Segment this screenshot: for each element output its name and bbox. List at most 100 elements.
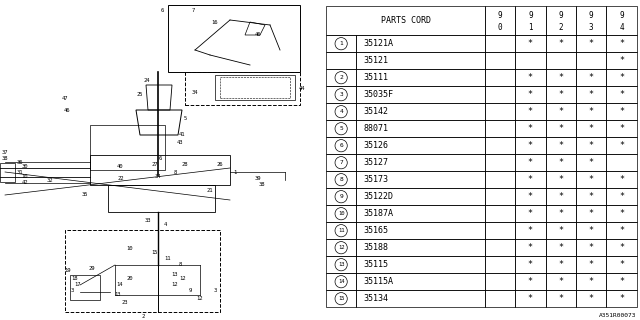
Bar [356,69,484,86]
Text: *: * [589,175,594,184]
Text: 16: 16 [212,20,218,25]
Text: 24: 24 [144,77,150,83]
Text: 21: 21 [207,188,213,193]
Bar [484,103,515,120]
Text: 20: 20 [127,276,133,281]
Text: 9: 9 [528,11,532,20]
Bar [576,35,606,52]
Text: 4: 4 [620,23,624,32]
Bar [545,120,576,137]
Text: 5: 5 [339,126,343,131]
Bar [515,6,545,35]
Text: 46: 46 [255,33,261,37]
Text: 12: 12 [172,283,179,287]
Bar [515,290,545,307]
Text: 1: 1 [339,41,343,46]
Text: 35127: 35127 [364,158,388,167]
Text: *: * [589,73,594,82]
Text: A351R00073: A351R00073 [599,313,637,318]
Bar [356,171,484,188]
Text: 9: 9 [339,194,343,199]
Bar [606,188,637,205]
Text: *: * [558,73,563,82]
Bar [484,120,515,137]
Text: *: * [558,277,563,286]
Text: *: * [589,141,594,150]
Text: 19: 19 [65,268,71,273]
Bar [484,171,515,188]
Text: *: * [528,209,533,218]
Text: 42: 42 [22,180,28,185]
Bar [545,222,576,239]
Text: *: * [619,226,624,235]
Text: *: * [558,294,563,303]
Text: *: * [558,158,563,167]
Text: *: * [558,209,563,218]
Text: *: * [619,90,624,99]
Bar [356,86,484,103]
Bar [515,86,545,103]
Bar [356,205,484,222]
Text: 33: 33 [145,218,151,222]
Bar [356,137,484,154]
Text: 35126: 35126 [364,141,388,150]
Text: 18: 18 [72,276,78,281]
Text: 12: 12 [180,276,186,281]
Bar [606,222,637,239]
Text: *: * [528,294,533,303]
Text: 2: 2 [339,75,343,80]
Bar [515,205,545,222]
Bar [326,52,356,69]
Bar [356,120,484,137]
Bar [576,205,606,222]
Bar [515,103,545,120]
Bar [576,239,606,256]
Text: 43: 43 [177,140,183,145]
Bar [606,35,637,52]
Text: 35134: 35134 [364,294,388,303]
Text: *: * [528,141,533,150]
Bar [606,256,637,273]
Text: 15: 15 [338,296,344,301]
Text: 13: 13 [115,292,121,298]
Text: 12: 12 [338,245,344,250]
Text: 14: 14 [338,279,344,284]
Text: 10: 10 [127,245,133,251]
Text: *: * [558,90,563,99]
Bar [484,205,515,222]
Text: 35035F: 35035F [364,90,394,99]
Text: *: * [589,192,594,201]
Bar [326,137,356,154]
Bar [326,35,356,52]
Text: *: * [558,226,563,235]
Text: *: * [528,243,533,252]
Bar [484,256,515,273]
Bar [515,69,545,86]
Text: 26: 26 [217,163,223,167]
Bar [606,69,637,86]
Text: 14: 14 [116,283,124,287]
Bar [326,86,356,103]
Text: 0: 0 [498,23,502,32]
Text: *: * [558,124,563,133]
Text: *: * [528,39,533,48]
Bar [576,52,606,69]
Text: 15: 15 [152,250,158,254]
Text: 46: 46 [64,108,70,113]
Text: 32: 32 [47,178,53,182]
Bar [356,103,484,120]
Text: 47: 47 [61,95,68,100]
Bar [326,222,356,239]
Text: *: * [619,243,624,252]
Text: *: * [589,243,594,252]
Bar [484,69,515,86]
Bar [545,273,576,290]
Bar [576,6,606,35]
Bar [515,256,545,273]
Text: 3: 3 [70,287,74,292]
Text: 40: 40 [116,164,124,170]
Bar [356,35,484,52]
Text: 4: 4 [163,222,166,228]
Bar [545,239,576,256]
Text: *: * [619,39,624,48]
